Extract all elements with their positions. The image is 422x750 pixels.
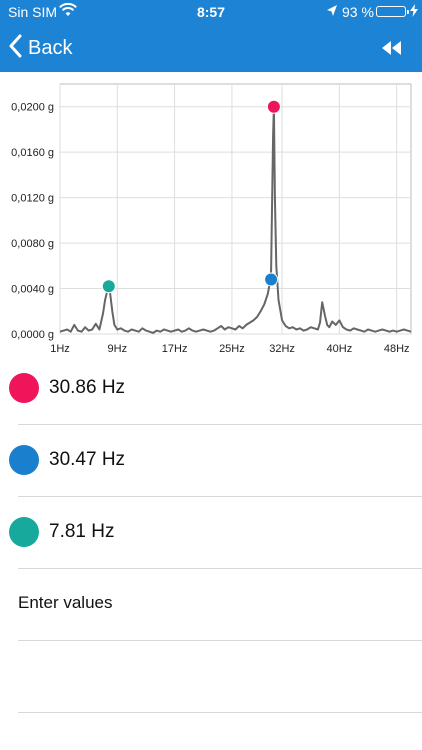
peak-frequency: 30.86 Hz: [49, 377, 126, 398]
x-tick-label: 17Hz: [162, 343, 188, 355]
peak-row[interactable]: 30.86 Hz: [9, 353, 422, 425]
nav-bar: Back: [0, 24, 422, 72]
x-tick-label: 32Hz: [269, 343, 295, 355]
x-tick-label: 48Hz: [384, 343, 410, 355]
back-button[interactable]: Back: [8, 32, 72, 64]
x-tick-label: 9Hz: [108, 343, 128, 355]
battery-icon: [376, 6, 409, 17]
x-tick-label: 25Hz: [219, 343, 245, 355]
x-tick-label: 40Hz: [327, 343, 353, 355]
clock: 8:57: [196, 4, 226, 20]
y-tick-label: 0,0040 g: [11, 284, 54, 296]
status-bar: Sin SIM 8:57 93 %: [0, 0, 422, 24]
rewind-icon: [378, 41, 404, 64]
enter-values-row[interactable]: Enter values: [18, 569, 422, 641]
peak-marker: [101, 279, 116, 294]
battery-percent: 93 %: [342, 4, 374, 20]
chevron-left-icon: [8, 34, 22, 63]
peak-frequency: 7.81 Hz: [49, 521, 115, 542]
plot-area: [59, 83, 412, 335]
rewind-button[interactable]: [378, 36, 404, 60]
y-tick-label: 0,0080 g: [11, 238, 54, 250]
spectrum-chart: 1Hz 9Hz 17Hz 25Hz 32Hz 40Hz 48Hz 0,0000 g 0,0040…: [0, 76, 422, 360]
spectrum-line: [59, 105, 412, 334]
peak-color-dot: [9, 517, 39, 547]
y-tick-label: 0,0120 g: [11, 193, 54, 205]
enter-values-label: Enter values: [18, 593, 113, 612]
charging-bolt-icon: [410, 4, 418, 20]
x-tick-label: 1Hz: [50, 343, 70, 355]
peak-marker: [264, 272, 279, 287]
carrier-label: Sin SIM: [8, 4, 58, 20]
peak-color-dot: [9, 445, 39, 475]
y-tick-label: 0,0000 g: [11, 329, 54, 341]
y-tick-label: 0,0200 g: [11, 102, 54, 114]
spectrum-chart-svg: 1Hz 9Hz 17Hz 25Hz 32Hz 40Hz 48Hz 0,0000 g 0,0040…: [11, 83, 412, 355]
peak-marker: [266, 99, 281, 114]
empty-row: [18, 641, 422, 713]
peak-list: 30.86 Hz 30.47 Hz 7.81 Hz Enter values: [0, 353, 422, 713]
peak-row[interactable]: 30.47 Hz: [9, 425, 422, 497]
y-tick-label: 0,0160 g: [11, 147, 54, 159]
peak-color-dot: [9, 373, 39, 403]
back-label: Back: [28, 36, 73, 59]
peak-frequency: 30.47 Hz: [49, 449, 126, 470]
location-arrow-icon: [326, 4, 338, 21]
peak-row[interactable]: 7.81 Hz: [9, 497, 422, 569]
wifi-icon: [59, 2, 77, 20]
